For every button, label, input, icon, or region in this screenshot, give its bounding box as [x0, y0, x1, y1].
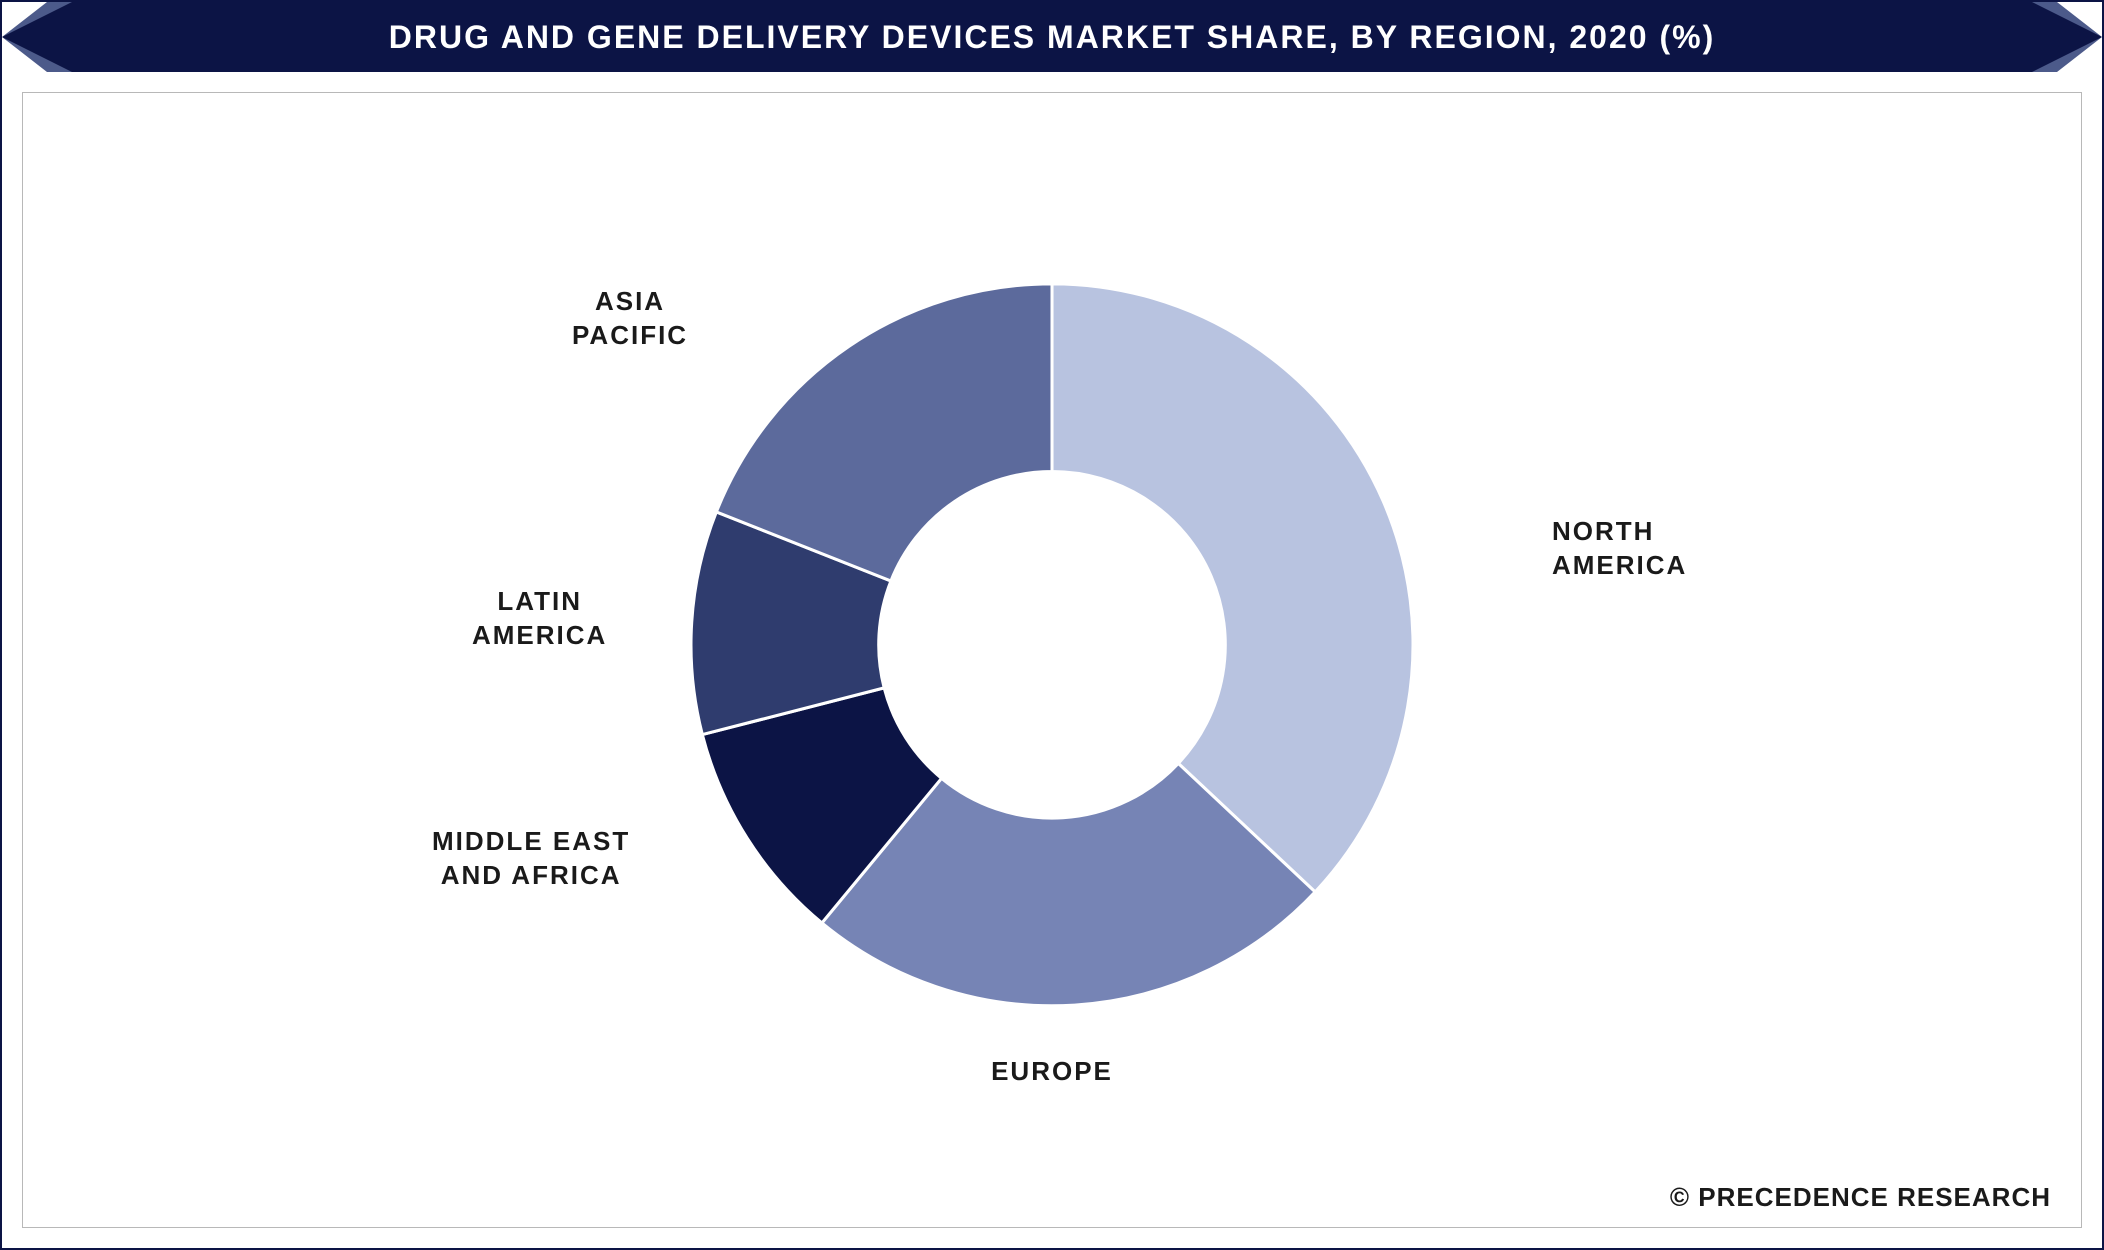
donut-chart: NORTHAMERICAEUROPEMIDDLE EASTAND AFRICAL… [672, 265, 1432, 1025]
slice-label: NORTHAMERICA [1552, 515, 1687, 583]
donut-slice [1052, 284, 1413, 892]
title-accent-left-fill [2, 2, 47, 72]
attribution-text: © PRECEDENCE RESEARCH [1670, 1182, 2051, 1213]
title-bar: DRUG AND GENE DELIVERY DEVICES MARKET SH… [2, 2, 2102, 72]
slice-label: MIDDLE EASTAND AFRICA [432, 825, 630, 893]
slice-label: EUROPE [991, 1055, 1113, 1089]
chart-frame: NORTHAMERICA EUROPE MIDDLE EASTAND AFRICA L… [22, 92, 2082, 1228]
donut-svg [672, 265, 1432, 1025]
slice-label: LATINAMERICA [472, 585, 607, 653]
chart-container: DRUG AND GENE DELIVERY DEVICES MARKET SH… [0, 0, 2104, 1250]
chart-title: DRUG AND GENE DELIVERY DEVICES MARKET SH… [389, 19, 1715, 56]
slice-label: ASIAPACIFIC [572, 285, 688, 353]
title-accent-right-fill [2057, 2, 2102, 72]
